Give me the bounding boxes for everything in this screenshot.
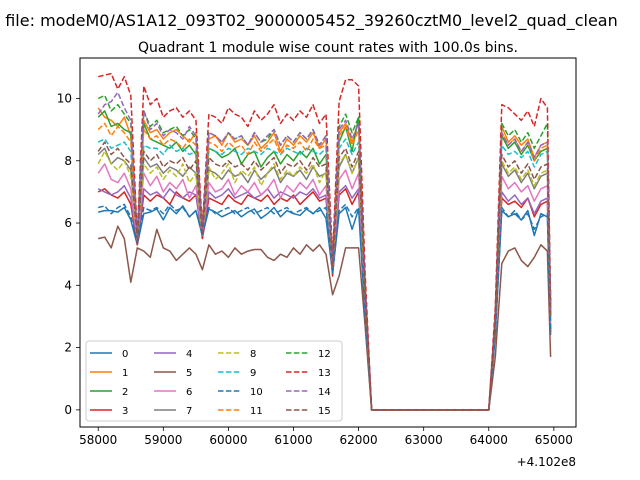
x-tick-label: 65000 bbox=[535, 433, 573, 447]
x-tick-label: 64000 bbox=[470, 433, 508, 447]
legend-label-0: 0 bbox=[122, 349, 128, 360]
y-tick-label: 8 bbox=[64, 154, 72, 168]
legend-label-14: 14 bbox=[318, 387, 331, 398]
legend-label-12: 12 bbox=[318, 349, 331, 360]
legend-label-11: 11 bbox=[250, 406, 263, 417]
legend-label-2: 2 bbox=[122, 387, 128, 398]
x-axis-ticks: 58000 59000 60000 61000 62000 63000 64000 65000 bbox=[79, 427, 573, 447]
figure-suptitle: n file: modeM0/AS1A12_093T02_9000005452_… bbox=[0, 11, 618, 31]
y-tick-label: 10 bbox=[57, 91, 72, 105]
plot-lines bbox=[97, 72, 552, 411]
series-line-11 bbox=[97, 122, 552, 411]
x-tick-label: 63000 bbox=[405, 433, 443, 447]
chart-title: Quadrant 1 module wise count rates with … bbox=[138, 40, 518, 56]
legend-label-15: 15 bbox=[318, 406, 331, 417]
x-tick-label: 60000 bbox=[209, 433, 247, 447]
y-tick-label: 0 bbox=[64, 403, 72, 417]
x-tick-label: 58000 bbox=[79, 433, 117, 447]
legend-label-7: 7 bbox=[186, 406, 192, 417]
x-axis-offset-label: +4.102e8 bbox=[517, 455, 576, 469]
y-tick-label: 2 bbox=[64, 341, 72, 355]
x-tick-label: 61000 bbox=[274, 433, 312, 447]
series-line-15 bbox=[97, 141, 552, 411]
plot-frame bbox=[79, 57, 577, 428]
legend-label-13: 13 bbox=[318, 368, 331, 379]
series-line-14 bbox=[97, 91, 552, 411]
legend-label-8: 8 bbox=[250, 349, 256, 360]
y-tick-label: 6 bbox=[64, 216, 72, 230]
legend-label-1: 1 bbox=[122, 368, 128, 379]
legend-label-10: 10 bbox=[250, 387, 263, 398]
legend-label-3: 3 bbox=[122, 406, 128, 417]
series-line-13 bbox=[98, 72, 552, 411]
y-tick-label: 4 bbox=[64, 278, 72, 292]
legend-box bbox=[85, 340, 343, 422]
x-tick-label: 59000 bbox=[144, 433, 182, 447]
legend-label-6: 6 bbox=[186, 387, 192, 398]
legend-label-4: 4 bbox=[186, 349, 192, 360]
legend-label-5: 5 bbox=[186, 368, 192, 379]
x-tick-label: 62000 bbox=[339, 433, 377, 447]
legend-label-9: 9 bbox=[250, 368, 256, 379]
y-axis-ticks: 0 2 4 6 8 10 bbox=[57, 91, 80, 417]
